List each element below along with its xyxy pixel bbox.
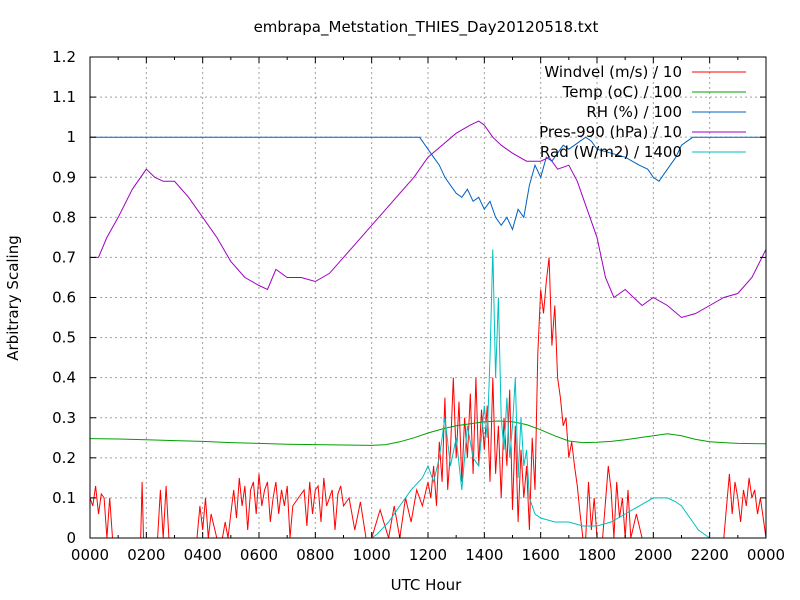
x-axis-label: UTC Hour xyxy=(391,576,462,594)
x-tick-label: 1800 xyxy=(578,546,616,564)
x-tick-label: 2200 xyxy=(691,546,729,564)
y-tick-label: 0.9 xyxy=(52,168,76,186)
legend-label: Rad (W/m2) / 1400 xyxy=(540,143,682,161)
x-tick-label: 0600 xyxy=(240,546,278,564)
x-tick-label: 0000 xyxy=(71,546,109,564)
y-tick-label: 0.2 xyxy=(52,449,76,467)
x-tick-label: 0000 xyxy=(747,546,785,564)
series-line-0 xyxy=(89,257,767,539)
series-layer xyxy=(89,120,767,539)
y-tick-labels: 0 0.1 0.2 0.3 0.4 0.5 0.6 0.7 0.8 0.9 1 1.1 1.2 xyxy=(52,48,76,547)
y-tick-label: 1.2 xyxy=(52,48,76,66)
x-tick-label: 0200 xyxy=(127,546,165,564)
y-tick-label: 1 xyxy=(66,128,76,146)
y-tick-label: 0.5 xyxy=(52,329,76,347)
series-line-3 xyxy=(90,120,767,319)
legend-label: Temp (oC) / 100 xyxy=(562,83,682,101)
y-tick-label: 0.4 xyxy=(52,369,76,387)
legend-label: RH (%) / 100 xyxy=(586,103,682,121)
chart-title: embrapa_Metstation_THIES_Day20120518.txt xyxy=(254,18,599,37)
y-tick-label: 0.8 xyxy=(52,208,76,226)
series-line-4 xyxy=(90,249,766,539)
y-tick-label: 1.1 xyxy=(52,88,76,106)
series-line-2 xyxy=(90,136,766,231)
x-tick-label: 0400 xyxy=(184,546,222,564)
y-tick-label: 0.1 xyxy=(52,489,76,507)
y-tick-label: 0.7 xyxy=(52,248,76,266)
x-tick-label: 2000 xyxy=(634,546,672,564)
y-tick-label: 0.6 xyxy=(52,289,76,307)
x-tick-label: 1000 xyxy=(353,546,391,564)
legend-label: Pres-990 (hPa) / 10 xyxy=(539,123,682,141)
x-tick-label: 0800 xyxy=(296,546,334,564)
legend: Windvel (m/s) / 10 Temp (oC) / 100 RH (%) … xyxy=(539,63,746,161)
legend-label: Windvel (m/s) / 10 xyxy=(544,63,682,81)
series-line-1 xyxy=(89,420,767,446)
x-tick-label: 1400 xyxy=(465,546,503,564)
x-tick-labels: 0000 0200 0400 0600 0800 1000 1200 1400 1600 1800… xyxy=(71,546,785,564)
y-tick-label: 0.3 xyxy=(52,409,76,427)
y-tick-label: 0 xyxy=(66,529,76,547)
x-tick-label: 1600 xyxy=(522,546,560,564)
ticks xyxy=(89,56,767,539)
y-axis-label: Arbitrary Scaling xyxy=(4,235,22,361)
x-tick-label: 1200 xyxy=(409,546,447,564)
